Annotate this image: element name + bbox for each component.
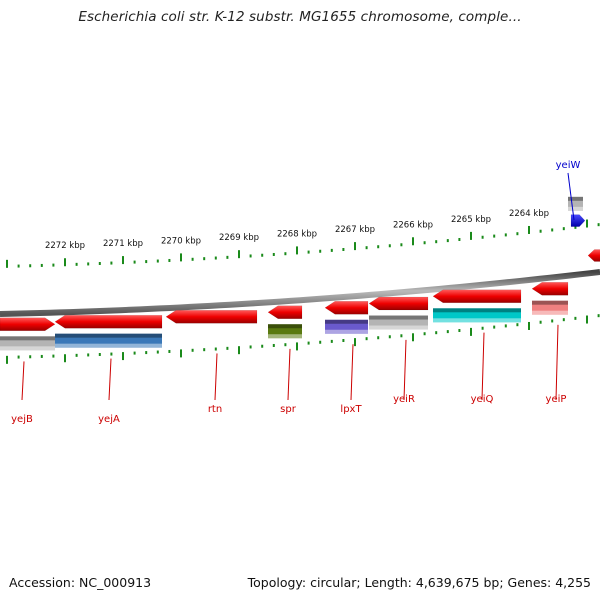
gene-yeiR (368, 296, 429, 311)
gene-label-yeiP: yeiP (546, 394, 567, 405)
label-leader-yeiP (555, 324, 559, 401)
gene-label-yeiR: yeiR (393, 394, 415, 405)
gene-partial-edge (587, 249, 600, 262)
cog-yeiR (369, 315, 428, 330)
cog-yejB (0, 336, 55, 351)
gene-label-yeiQ: yeiQ (471, 394, 494, 405)
gene-label-lpxT: lpxT (340, 404, 362, 415)
label-leader-yeiQ (481, 332, 485, 401)
ruler-label: 2266 kbp (393, 220, 433, 230)
gene-label-spr: spr (280, 404, 297, 415)
chromosome-backbone (0, 269, 600, 317)
label-leader-yejB (21, 361, 25, 401)
cog-yeiP (532, 300, 568, 315)
gene-yeiP (531, 281, 569, 296)
gene-label-yeiW: yeiW (556, 160, 581, 171)
ruler-label: 2271 kbp (103, 239, 143, 249)
cog-yeiW (568, 196, 583, 211)
gene-labels: yejB yejA rtn spr lpxT yeiR yeiQ yeiP yeiW (11, 160, 580, 425)
gene-yeiW (570, 214, 586, 227)
gene-yeiQ (432, 289, 522, 304)
label-leader-yejA (108, 358, 112, 401)
cog-yejA (55, 333, 162, 348)
footer-accession: Accession: NC_000913 (9, 575, 152, 590)
ruler-labels: 2272 kbp 2271 kbp 2270 kbp 2269 kbp 2268 kbp… (45, 209, 549, 251)
footer-topology: Topology: circular; Length: 4,639,675 bp… (247, 575, 591, 590)
gene-spr (267, 305, 303, 319)
label-leader-yeiR (403, 339, 407, 401)
cog-yeiQ (433, 308, 521, 323)
gene-features[interactable] (0, 196, 600, 351)
label-leader-rtn (214, 353, 218, 401)
gene-label-yejA: yejA (98, 414, 120, 425)
map-title: Escherichia coli str. K-12 substr. MG165… (78, 9, 522, 25)
ruler-label: 2264 kbp (509, 209, 549, 219)
label-leader-lpxT (350, 344, 354, 401)
gene-label-rtn: rtn (208, 404, 222, 415)
cog-lpxT (325, 319, 368, 334)
gene-label-yejB: yejB (11, 414, 33, 425)
ruler-label: 2270 kbp (161, 236, 201, 246)
label-leader-yeiW (567, 172, 575, 221)
cog-spr (268, 324, 302, 339)
ruler-label: 2265 kbp (451, 215, 491, 225)
ruler-label: 2269 kbp (219, 233, 259, 243)
gene-lpxT (324, 301, 369, 315)
ruler-ticks-outer (6, 219, 600, 268)
gene-yejA (54, 314, 163, 329)
label-leader-spr (287, 348, 291, 401)
gene-rtn (165, 310, 258, 324)
ruler-label: 2268 kbp (277, 229, 317, 239)
ruler-label: 2267 kbp (335, 225, 375, 235)
ruler-label: 2272 kbp (45, 241, 85, 251)
backbone-line (0, 269, 600, 317)
ruler-ticks-inner (6, 314, 600, 364)
gene-yejB (0, 317, 56, 332)
